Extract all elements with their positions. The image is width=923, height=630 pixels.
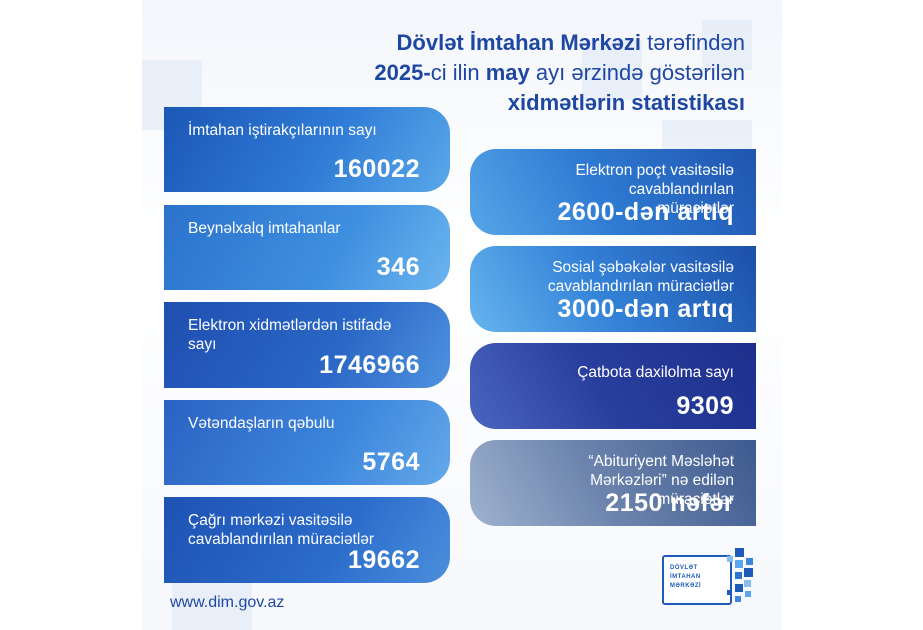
stat-value: 160022 xyxy=(333,155,420,183)
stat-card-citizen-reception: Vətəndaşların qəbulu 5764 xyxy=(164,400,450,485)
title-text: ayı ərzində göstərilən xyxy=(529,60,745,85)
stat-value: 19662 xyxy=(347,546,420,574)
stat-card-social-media: Sosial şəbəkələr vasitəsilə cavablandırı… xyxy=(470,246,756,332)
stat-value: 2150 nəfər xyxy=(605,489,734,517)
stat-card-chatbot: Çatbota daxilolma sayı 9309 xyxy=(470,343,756,429)
title-year: 2025- xyxy=(374,60,431,85)
stat-label: Elektron xidmətlərdən istifadə sayı xyxy=(188,317,392,353)
title-org-name: Dövlət İmtahan Mərkəzi xyxy=(396,30,642,55)
logo-text: MƏRKƏZİ xyxy=(670,583,702,589)
decor-square xyxy=(582,40,642,100)
title-subject: xidmətlərin statistikası xyxy=(507,90,745,115)
stat-label: Beynəlxalq imtahanlar xyxy=(188,220,341,237)
decor-square xyxy=(702,20,752,70)
stat-value: 5764 xyxy=(362,448,420,476)
stat-value: 9309 xyxy=(676,392,734,420)
stat-value: 1746966 xyxy=(319,351,420,379)
dim-logo: DÖVLƏT İMTAHAN MƏRKƏZİ xyxy=(662,555,732,605)
stat-label: Çatbota daxilolma sayı xyxy=(577,364,734,381)
logo-text: İMTAHAN xyxy=(670,574,701,580)
stat-card-email: Elektron poçt vasitəsilə cavablandırılan… xyxy=(470,149,756,235)
stat-label: İmtahan iştirakçılarının sayı xyxy=(188,122,377,139)
stat-label: Vətəndaşların qəbulu xyxy=(188,415,335,432)
stat-label: Çağrı mərkəzi vasitəsilə cavablandırılan… xyxy=(188,512,375,548)
stat-value: 346 xyxy=(376,253,420,281)
logo-text: DÖVLƏT xyxy=(670,565,698,571)
stat-card-call-center: Çağrı mərkəzi vasitəsilə cavablandırılan… xyxy=(164,497,450,583)
website-link[interactable]: www.dim.gov.az xyxy=(170,594,285,611)
stat-card-e-services: Elektron xidmətlərdən istifadə sayı 1746… xyxy=(164,302,450,388)
stat-label: Elektron poçt vasitəsilə cavablandırılan… xyxy=(575,162,734,217)
title-text: ci ilin xyxy=(430,60,486,85)
stat-label: “Abituriyent Məsləhət Mərkəzləri” nə edi… xyxy=(588,453,734,508)
page-title: Dövlət İmtahan Mərkəzi tərəfindən 2025-c… xyxy=(374,28,745,118)
stat-value: 2600-dən artıq xyxy=(557,198,734,226)
stat-card-international-exams: Beynəlxalq imtahanlar 346 xyxy=(164,205,450,290)
stat-card-consulting-centers: “Abituriyent Məsləhət Mərkəzləri” nə edi… xyxy=(470,440,756,526)
stat-card-exam-participants: İmtahan iştirakçılarının sayı 160022 xyxy=(164,107,450,192)
title-text: tərəfindən xyxy=(641,30,745,55)
stat-value: 3000-dən artıq xyxy=(557,295,734,323)
title-month: may xyxy=(485,60,530,85)
stat-label: Sosial şəbəkələr vasitəsilə cavablandırı… xyxy=(547,259,734,295)
